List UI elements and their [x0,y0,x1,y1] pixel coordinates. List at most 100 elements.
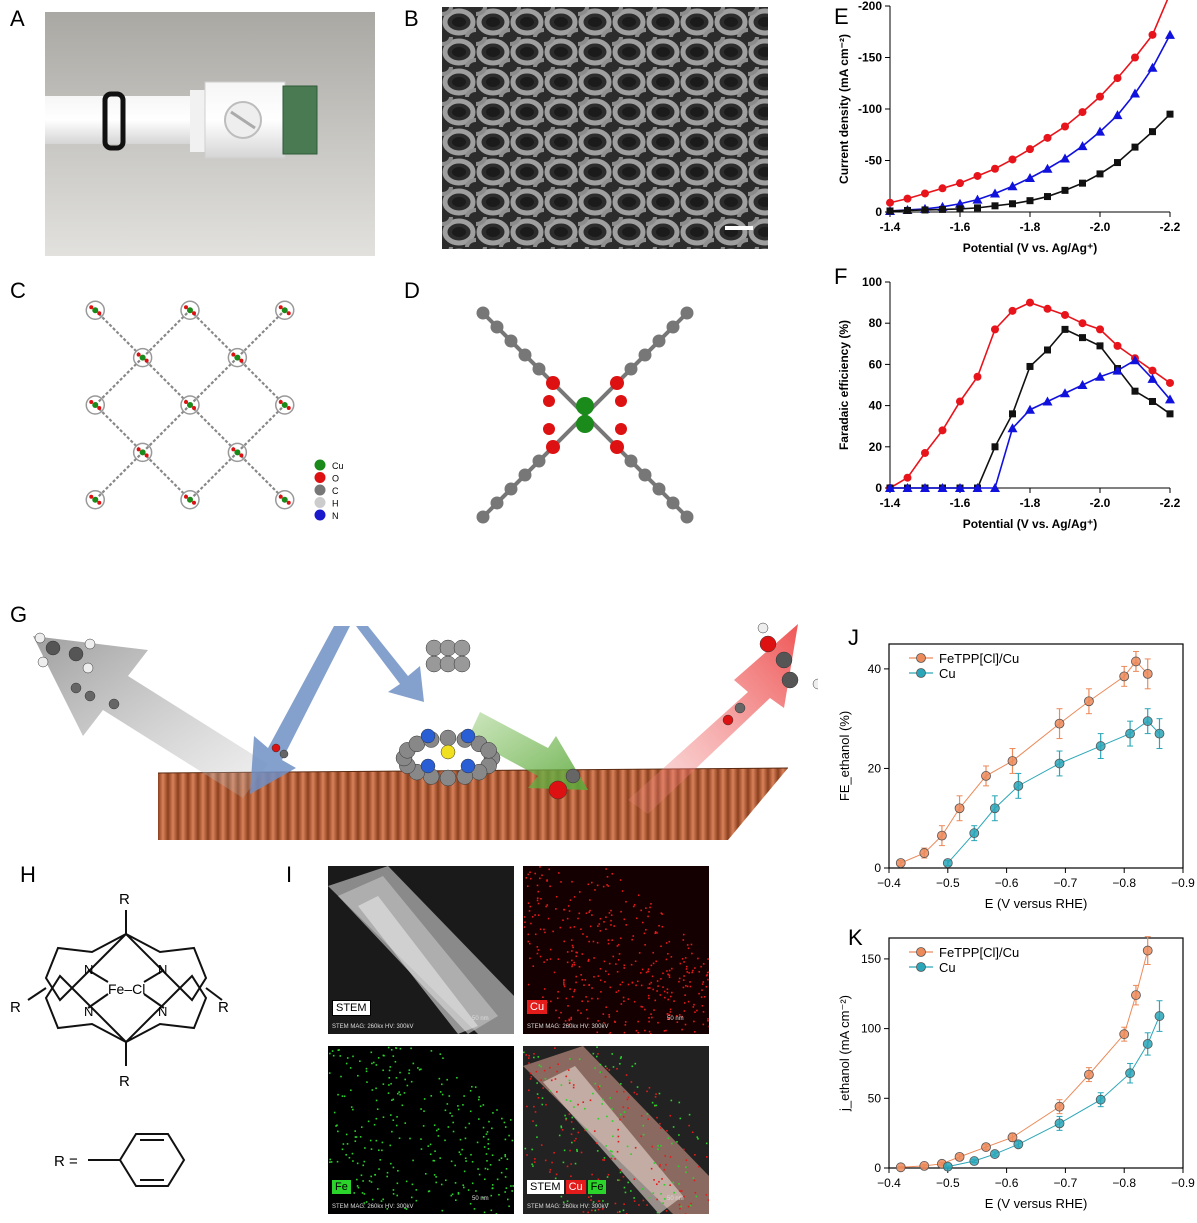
eds-dot [657,1148,659,1151]
eds-dot [655,960,658,963]
eds-dot [540,1079,543,1081]
eds-dot [641,968,644,971]
eds-dot [619,1118,621,1121]
eds-dot [408,1072,410,1075]
eds-dot [454,1182,457,1184]
eds-dot [548,868,551,871]
eds-dot [578,891,581,893]
eds-dot [612,955,615,958]
eds-dot [652,951,654,954]
eds-dot [450,1194,453,1197]
legend-atom-n [314,509,326,521]
eds-dot [331,1050,334,1052]
y-axis-label: Faradaic efficiency (%) [837,320,851,450]
eds-dot [587,958,590,961]
eds-dot [490,1209,493,1212]
eds-dot [565,1117,567,1120]
eds-dot [430,1050,433,1052]
eds-dot [568,1019,571,1022]
y-axis-label: Current density (mA cm⁻²) [837,34,851,184]
data-point [939,205,946,213]
data-point [1130,355,1140,365]
eds-dot [429,1153,432,1156]
legend-label: FeTPP[Cl]/Cu [939,651,1019,666]
eds-dot [354,1136,357,1138]
mof-ring [180,489,200,510]
series-line [889,34,1171,212]
c-atom [504,334,518,348]
eds-dot [597,1208,600,1211]
x-tick-label: -1.8 [1020,496,1041,510]
eds-dot [352,1055,354,1058]
mof-ring [85,489,106,510]
data-point [919,1161,930,1171]
eds-dot [653,1104,656,1107]
eds-dot [701,1004,704,1007]
mof-ring [132,347,153,368]
series-line [947,720,1160,864]
eds-dot [685,1166,687,1169]
eds-dot [394,1060,397,1063]
data-point [1013,780,1024,791]
eds-dot [670,995,672,998]
eds-dot [427,1190,430,1193]
eds-dot [702,981,705,983]
eds-dot [504,1191,506,1193]
eds-dot [619,879,622,881]
data-point [1007,1132,1018,1143]
eds-dot [616,970,619,973]
eds-dot [476,1141,479,1144]
eds-dot [705,1194,708,1196]
panel-letter-d: D [404,278,420,303]
eds-dot [378,1149,380,1152]
x-tick-label: -1.6 [950,496,971,510]
data-point [1061,186,1069,194]
eds-dot [436,1129,438,1132]
eds-dot [607,1173,610,1176]
data-point [972,194,983,204]
eds-dot [630,1190,632,1192]
r-equals-label: R = [54,1153,78,1170]
eds-dot [366,1081,368,1083]
eds-dot [576,951,578,954]
eds-dot [657,985,659,987]
eds-dot [496,1178,499,1181]
o-atom [610,376,624,390]
eds-dot [635,917,638,920]
stem-meta-2: STEM MAG: 260kx HV: 300kV [527,1024,609,1030]
mof-linker [189,451,239,501]
data-point [1165,29,1175,39]
data-point [895,1162,906,1173]
eds-dot [570,1121,573,1123]
eds-dot [593,1130,596,1132]
eds-dot [357,1186,360,1189]
eds-dot [405,1180,408,1183]
eds-dot [671,1142,673,1145]
y-tick-label: 0 [875,205,882,219]
eds-dot [540,1065,542,1068]
eds-dot [544,931,546,934]
eds-dot [564,1114,566,1117]
eds-dot [661,913,663,915]
h-atom [84,638,96,650]
eds-dot [533,1053,535,1055]
c-atom [565,768,581,784]
eds-dot [644,943,646,946]
data-point [1078,319,1087,328]
eds-dot [587,1196,590,1199]
eds-dot [688,1113,691,1116]
legend-atom-o [314,472,326,483]
eds-dot [608,912,611,914]
eds-dot [546,879,548,881]
eds-dot [663,990,666,993]
eds-dot [566,1200,569,1202]
eds-dot [606,1115,608,1118]
eds-dot [575,975,578,978]
eds-dot [599,1063,602,1066]
o-atom [136,447,141,452]
eds-dot [597,1085,600,1088]
data-point [989,1149,1000,1159]
data-point [1148,366,1157,375]
eds-dot [461,1148,464,1151]
eds-dot [611,1150,613,1153]
